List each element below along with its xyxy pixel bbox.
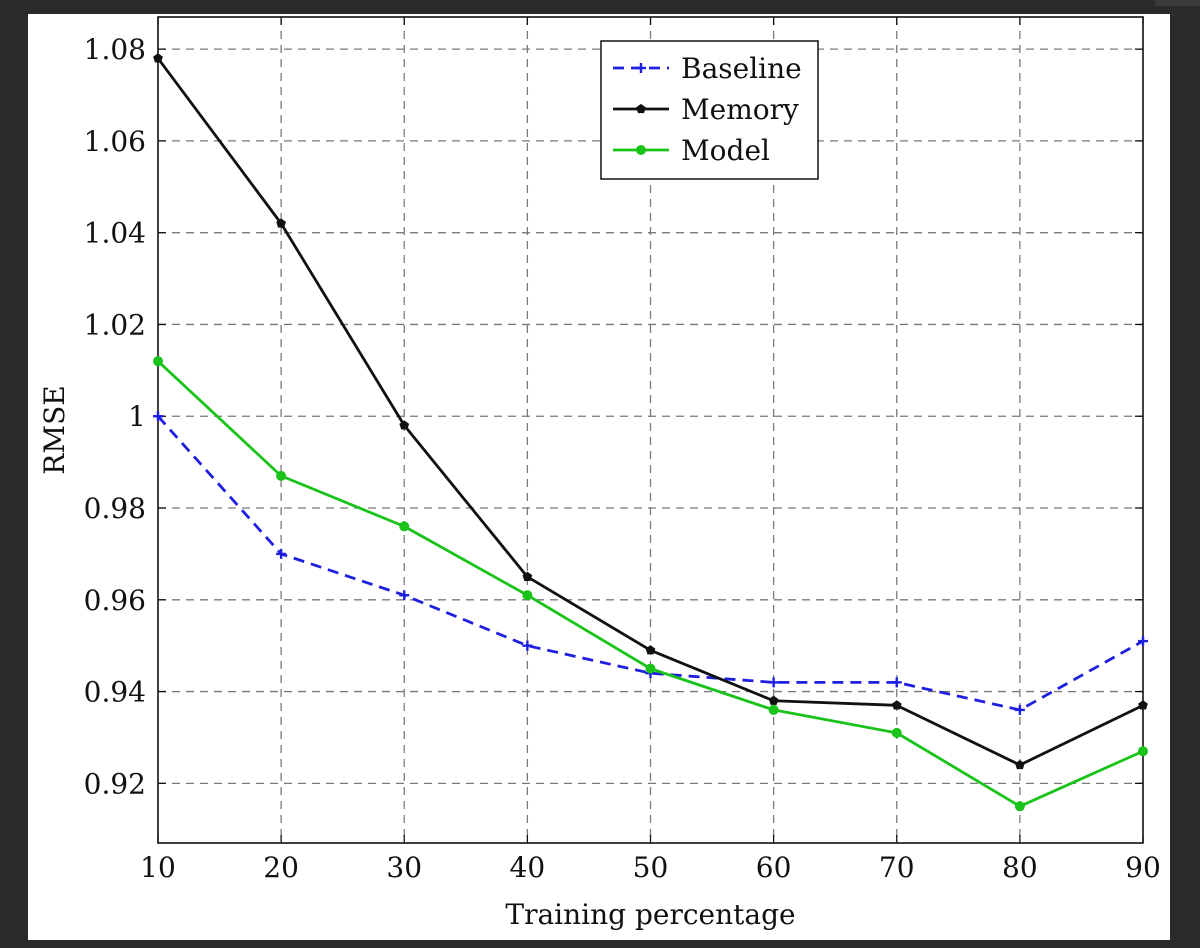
data-point-model — [153, 356, 163, 367]
legend-label-memory: Memory — [681, 93, 799, 126]
data-point-model — [768, 704, 779, 715]
data-point-model — [399, 521, 410, 532]
data-point-baseline — [276, 548, 287, 559]
y-tick-label: 0.98 — [84, 492, 146, 525]
window-corner-strip — [1155, 0, 1200, 6]
data-point-model — [1138, 746, 1148, 757]
y-tick-label: 0.96 — [84, 584, 146, 617]
legend: Baseline Memory Model — [600, 40, 819, 180]
data-point-memory — [645, 645, 656, 655]
legend-label-baseline: Baseline — [681, 52, 802, 85]
grid-lines — [158, 17, 1143, 843]
x-tick-label: 10 — [140, 851, 176, 884]
y-tick-label: 0.94 — [84, 676, 146, 709]
x-tick-label: 30 — [386, 851, 422, 884]
data-point-memory — [153, 53, 163, 63]
legend-marker-model — [636, 145, 646, 155]
series-baseline — [153, 411, 1148, 715]
y-tick-label: 1 — [128, 400, 146, 433]
y-tick-label: 0.92 — [84, 767, 146, 800]
data-point-baseline — [522, 640, 533, 651]
x-tick-label: 90 — [1125, 851, 1161, 884]
legend-label-model: Model — [681, 134, 770, 167]
data-point-memory — [1015, 759, 1025, 770]
x-tick-label: 70 — [879, 851, 915, 884]
x-tick-label: 60 — [756, 851, 792, 884]
x-axis-label: Training percentage — [505, 898, 795, 931]
data-point-memory — [522, 571, 533, 581]
x-tick-label: 50 — [633, 851, 669, 884]
data-point-baseline — [399, 590, 410, 601]
x-tick-label: 80 — [1002, 851, 1038, 884]
data-point-baseline — [768, 677, 779, 688]
data-point-model — [1014, 801, 1025, 812]
data-point-model — [891, 727, 902, 738]
data-point-memory — [891, 700, 902, 710]
y-tick-label: 1.06 — [84, 125, 146, 158]
plot-frame — [157, 16, 1144, 844]
data-point-baseline — [891, 677, 902, 688]
y-tick-label: 1.04 — [84, 217, 146, 250]
y-tick-label: 1.02 — [84, 308, 146, 341]
legend-marker-memory — [636, 103, 646, 114]
data-point-baseline — [1138, 636, 1148, 647]
series-line-baseline — [156, 415, 1144, 712]
series-lines — [153, 53, 1148, 812]
data-point-memory — [399, 420, 410, 430]
data-point-model — [645, 663, 656, 674]
axes — [157, 16, 1144, 844]
y-axis-label: RMSE — [38, 385, 71, 474]
tick-labels: 10 20 30 40 50 60 70 80 90 0.92 0.94 0.96 0.98 1 1.02 1… — [84, 33, 1161, 884]
data-point-model — [522, 590, 533, 601]
legend-marker-baseline — [636, 63, 646, 73]
data-point-memory — [768, 695, 779, 705]
data-point-memory — [1138, 700, 1148, 710]
data-point-baseline — [153, 411, 163, 422]
chart-panel — [28, 14, 1170, 940]
series-memory — [153, 53, 1148, 770]
data-point-baseline — [1014, 704, 1025, 715]
data-point-memory — [276, 218, 286, 228]
x-tick-label: 20 — [263, 851, 299, 884]
y-tick-label: 1.08 — [84, 33, 146, 66]
data-point-model — [276, 470, 287, 481]
x-tick-label: 40 — [510, 851, 546, 884]
series-model — [153, 356, 1148, 812]
